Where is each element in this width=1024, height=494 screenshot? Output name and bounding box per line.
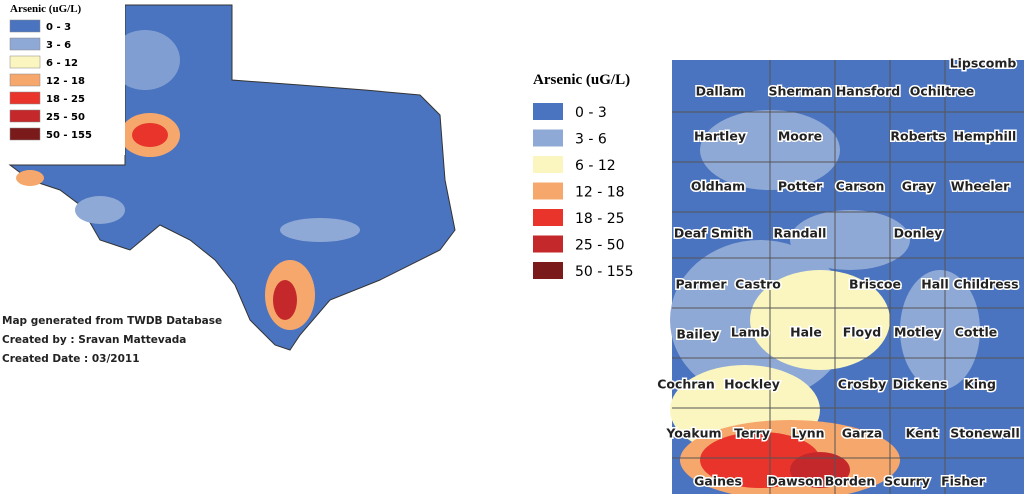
county-label: Hemphill	[954, 129, 1017, 144]
legend-label: 0 - 3	[46, 22, 71, 33]
legend-label: 12 - 18	[46, 76, 85, 87]
county-label: Randall	[774, 226, 827, 241]
credit: Map generated from TWDB Database	[2, 315, 222, 327]
legend-label: 25 - 50	[575, 238, 625, 254]
county-label: Carson	[836, 179, 885, 194]
county-label: Hockley	[724, 377, 780, 392]
county-label: Stonewall	[950, 426, 1020, 441]
legend-label: 6 - 12	[575, 158, 616, 174]
county-label: Hansford	[836, 84, 900, 99]
credit: Created by : Sravan Mattevada	[2, 334, 186, 346]
legend-swatch	[533, 129, 563, 147]
legend-swatch	[9, 109, 41, 123]
county-label: Hall	[921, 277, 948, 292]
legend-swatch	[533, 182, 563, 200]
legend-label: 0 - 3	[575, 105, 607, 121]
county-label: Bailey	[676, 327, 719, 342]
legend-label: 6 - 12	[46, 58, 78, 69]
legend-swatch	[9, 91, 41, 105]
county-label: Terry	[734, 426, 770, 441]
legend-title: Arsenic (uG/L)	[533, 72, 630, 88]
county-label: Lipscomb	[950, 56, 1017, 71]
county-label: Oldham	[691, 179, 745, 194]
county-label: Donley	[894, 226, 943, 241]
texas-map	[0, 0, 456, 351]
county-label: Ochiltree	[910, 84, 975, 99]
county-label: Hale	[790, 325, 822, 340]
county-label: Dawson	[767, 474, 822, 489]
county-label: Scurry	[884, 474, 930, 489]
county-label: Briscoe	[849, 277, 901, 292]
county-label: Childress	[953, 277, 1018, 292]
legend-swatch	[9, 55, 41, 69]
legend-label: 18 - 25	[46, 94, 85, 105]
legend-label: 50 - 155	[575, 264, 634, 280]
legend-label: 25 - 50	[46, 112, 85, 123]
county-label: Borden	[825, 474, 876, 489]
legend-swatch	[533, 209, 563, 226]
legend-swatch	[533, 235, 563, 253]
county-label: Floyd	[843, 325, 882, 340]
legend-swatch	[9, 37, 41, 51]
county-label: Moore	[778, 129, 822, 144]
county-label: Lamb	[731, 325, 769, 340]
legend-swatch	[533, 262, 563, 279]
county-label: Cochran	[657, 377, 715, 392]
county-label: Kent	[906, 426, 939, 441]
legend-label: 50 - 155	[46, 130, 92, 141]
county-label: Deaf Smith	[674, 226, 752, 241]
legend-label: 3 - 6	[575, 132, 607, 148]
county-label: Crosby	[838, 377, 886, 392]
county-label: Parmer	[675, 277, 727, 292]
panhandle-map	[670, 60, 1024, 494]
county-label: Roberts	[890, 129, 945, 144]
legend-swatch	[9, 127, 41, 141]
county-label: Gaines	[694, 474, 742, 489]
legend-swatch	[533, 156, 563, 173]
county-label: King	[964, 377, 996, 392]
county-label: Lynn	[791, 426, 824, 441]
county-label: Motley	[894, 325, 942, 340]
county-label: Gray	[902, 179, 935, 194]
legend-swatch	[533, 103, 563, 120]
county-label: Yoakum	[665, 426, 721, 441]
legend-swatch	[9, 19, 41, 33]
county-label: Sherman	[769, 84, 832, 99]
legend-title: Arsenic (uG/L)	[10, 3, 82, 15]
county-label: Fisher	[941, 474, 986, 489]
legend-label: 12 - 18	[575, 185, 625, 201]
county-label: Garza	[842, 426, 883, 441]
legend-label: 3 - 6	[46, 40, 71, 51]
county-label: Wheeler	[951, 179, 1010, 194]
county-label: Castro	[735, 277, 781, 292]
legend-swatch	[9, 73, 41, 87]
county-label: Potter	[778, 179, 823, 194]
county-label: Hartley	[694, 129, 746, 144]
legend-label: 18 - 25	[575, 211, 625, 227]
county-label: Dallam	[696, 84, 745, 99]
credit: Created Date : 03/2011	[2, 353, 140, 365]
county-label: Cottle	[955, 325, 997, 340]
county-label: Dickens	[893, 377, 948, 392]
